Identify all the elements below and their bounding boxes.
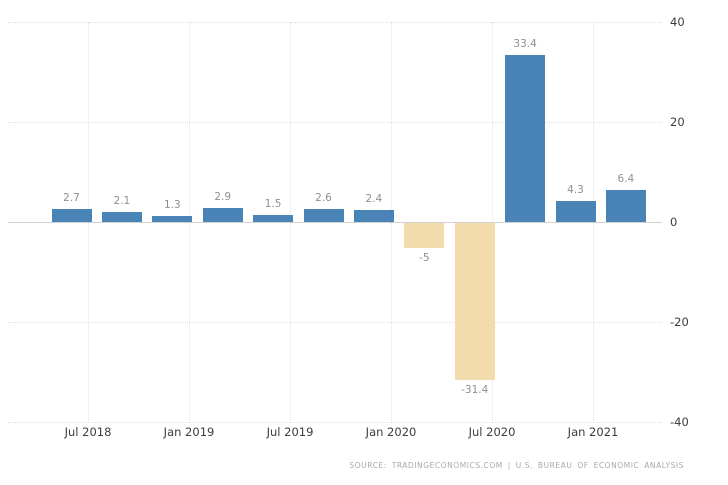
x-axis-tick-label: Jul 2020 (468, 425, 516, 439)
bar-positive[interactable] (51, 208, 92, 222)
bar-value-label: 1.5 (264, 197, 282, 210)
bar-positive[interactable] (303, 209, 344, 222)
bar-value-label: 33.4 (513, 38, 537, 50)
y-axis-tick-label: -40 (670, 415, 689, 429)
bar-value-label: 2.4 (365, 193, 383, 205)
x-axis-tick-label: Jan 2020 (365, 425, 417, 439)
bar-value-label: 4.3 (567, 183, 584, 196)
bar-value-label: 2.6 (315, 192, 332, 204)
bar-positive[interactable] (605, 190, 646, 222)
x-axis-tick-label: Jan 2019 (163, 425, 215, 439)
x-axis-tick-label: Jul 2019 (266, 425, 314, 439)
y-axis-tick-label: 40 (670, 15, 685, 29)
bar-positive[interactable] (505, 55, 546, 222)
bar-value-label: -5 (419, 252, 430, 264)
bar-value-label: 6.4 (617, 173, 635, 185)
y-axis-tick-label: 20 (670, 115, 685, 129)
horizontal-gridline (8, 122, 662, 123)
bar-value-label: 1.3 (163, 198, 181, 211)
y-axis-tick-label: -20 (670, 315, 689, 329)
source-attribution: SOURCE: TRADINGECONOMICS.COM | U.S. BURE… (349, 461, 684, 470)
bar-value-label: 2.9 (214, 190, 232, 203)
horizontal-gridline (8, 422, 662, 423)
horizontal-gridline (8, 322, 662, 323)
y-axis-tick-label: 0 (670, 215, 678, 229)
horizontal-gridline (8, 22, 662, 23)
bar-value-label: 2.7 (63, 191, 80, 204)
bar-positive[interactable] (353, 210, 394, 222)
x-axis-tick-label: Jan 2021 (567, 425, 619, 439)
bar-negative[interactable] (454, 223, 495, 380)
bar-positive[interactable] (253, 214, 294, 222)
bar-positive[interactable] (202, 207, 243, 222)
bar-value-label: -31.4 (461, 384, 489, 396)
zero-baseline (8, 222, 662, 223)
bar-positive[interactable] (101, 211, 142, 222)
x-axis-tick-label: Jul 2018 (64, 425, 112, 439)
bar-positive[interactable] (555, 200, 596, 222)
bar-positive[interactable] (152, 215, 193, 222)
bar-negative[interactable] (404, 223, 445, 248)
bar-value-label: 2.1 (113, 194, 131, 207)
